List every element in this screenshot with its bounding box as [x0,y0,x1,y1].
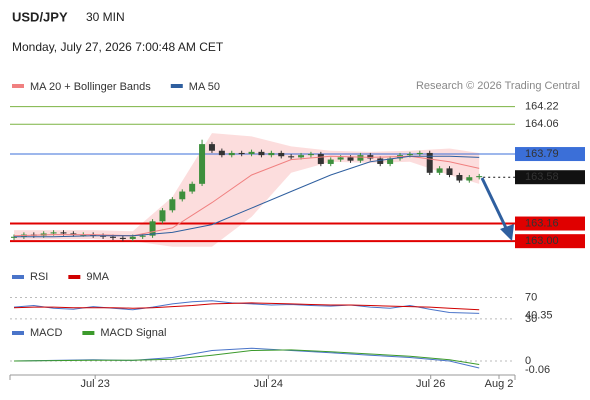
level-label: 164.22 [525,101,559,113]
candle-body [258,151,265,156]
rsi-line [13,302,480,311]
candle-body [129,236,136,239]
candle-body [50,232,57,234]
title: USD/JPY [12,9,68,24]
y-tick-label: 70 [525,291,537,303]
candle-body [307,154,314,156]
candle-body [278,152,285,157]
candle-body [90,234,97,236]
candle-body [466,177,473,181]
current-value: 40.35 [525,309,553,321]
level-label: 163.58 [525,171,559,183]
legend-label: 9MA [86,271,109,283]
legend-swatch [68,275,81,279]
y-tick-label: 0 [525,355,531,367]
candle-body [377,158,384,164]
candle-body [476,176,483,178]
candle-body [139,235,146,237]
level-box [515,147,585,162]
candle-body [119,237,126,239]
candle-body [169,199,176,211]
legend-swatch [12,275,24,279]
macd-line [13,349,480,365]
candle-body [406,154,413,156]
current-value: -0.06 [525,364,550,376]
candle-body [337,157,344,160]
level-label: 163.79 [525,148,559,160]
legend-label: MACD Signal [100,327,166,339]
candle-body [149,221,156,236]
level-label: 164.06 [525,118,559,130]
legend-swatch [170,84,183,88]
x-tick-label: Jul 23 [80,378,109,390]
candle-body [268,152,275,156]
candle-body [189,183,196,192]
x-tick-label: Aug 2 [485,378,514,390]
candle-body [238,152,245,155]
credit: Research © 2026 Trading Central [416,80,580,92]
candle-body [367,155,374,159]
candle-body [179,191,186,200]
candle-body [298,155,305,158]
bollinger-band [14,133,480,247]
candle-body [347,157,354,161]
candle-body [70,233,77,235]
candle-body [60,232,67,234]
x-tick-label: Jul 24 [254,378,283,390]
candle-body [357,155,364,161]
legend-label: MA 50 [189,81,220,93]
ma-line [14,155,480,238]
level-box [515,170,585,185]
candle-body [416,152,423,155]
legend-swatch [12,331,24,335]
candle-body [387,158,394,164]
timeframe: 30 MIN [86,10,125,24]
candle-body [100,235,107,237]
level-label: 163.16 [525,217,559,229]
legend-swatch [12,84,24,88]
candle-body [208,144,215,151]
level-label: 163.00 [525,235,559,247]
legend-label: RSI [30,271,48,283]
candle-body [11,236,17,238]
candle-body [327,159,334,164]
candle-body [228,152,235,156]
y-tick-label: 30 [525,313,537,325]
candle-body [317,154,324,164]
subtitle: Monday, July 27, 2026 7:00:48 AM CET [12,40,224,54]
candle-body [159,210,166,222]
candle-body [248,151,255,155]
candle-body [436,168,443,173]
candle-body [288,156,295,158]
legend-label: MA 20 + Bollinger Bands [30,81,151,93]
x-tick-label: Jul 26 [416,378,445,390]
candle-body [426,152,433,173]
forecast-arrow [480,177,514,241]
legend-label: MACD [30,327,62,339]
candle-body [109,236,116,238]
legend-swatch [82,331,95,335]
candle-body [218,150,225,156]
level-box [515,216,585,231]
candle-body [456,175,463,181]
candle-body [199,144,206,184]
candle-body [446,168,453,175]
level-box [515,234,585,249]
